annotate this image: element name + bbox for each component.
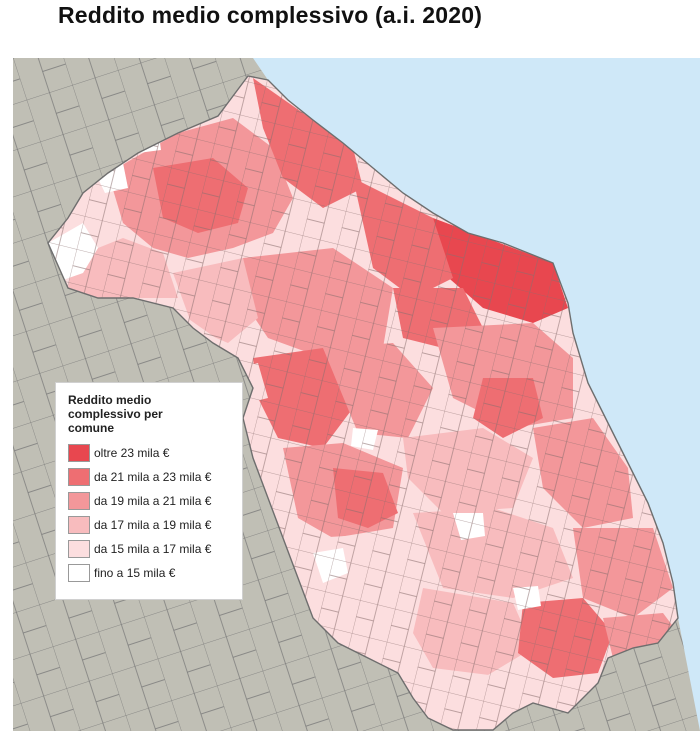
legend-item: fino a 15 mila € — [68, 561, 234, 585]
legend-swatch — [68, 468, 90, 486]
legend-label: da 21 mila a 23 mila € — [94, 470, 212, 484]
legend-item: da 21 mila a 23 mila € — [68, 465, 234, 489]
legend-swatch — [68, 444, 90, 462]
legend-title: Reddito medio complessivo per comune — [68, 393, 163, 435]
legend-label: oltre 23 mila € — [94, 446, 170, 460]
region-border — [47, 75, 679, 731]
legend-label: fino a 15 mila € — [94, 566, 176, 580]
map-legend: Reddito medio complessivo per comune olt… — [55, 382, 243, 600]
legend-label: da 15 mila a 17 mila € — [94, 542, 212, 556]
legend-item: da 17 mila a 19 mila € — [68, 513, 234, 537]
legend-swatch — [68, 516, 90, 534]
adriatic-sea — [253, 58, 700, 731]
legend-item: oltre 23 mila € — [68, 441, 234, 465]
legend-swatch — [68, 540, 90, 558]
legend-label: da 17 mila a 19 mila € — [94, 518, 212, 532]
legend-item: da 19 mila a 21 mila € — [68, 489, 234, 513]
legend-item: da 15 mila a 17 mila € — [68, 537, 234, 561]
legend-swatch — [68, 492, 90, 510]
map-title: Reddito medio complessivo (a.i. 2020) — [58, 2, 483, 28]
legend-swatch — [68, 564, 90, 582]
legend-label: da 19 mila a 21 mila € — [94, 494, 212, 508]
